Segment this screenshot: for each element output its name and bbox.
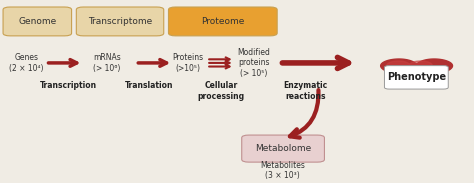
Text: Proteome: Proteome (201, 17, 245, 26)
Text: Proteins
(>10⁵): Proteins (>10⁵) (172, 53, 203, 73)
Polygon shape (381, 59, 453, 84)
Text: Enzymatic
reactions: Enzymatic reactions (283, 81, 328, 101)
Text: Genome: Genome (18, 17, 56, 26)
Text: Cellular
processing: Cellular processing (198, 81, 245, 101)
FancyBboxPatch shape (3, 7, 72, 36)
Text: Translation: Translation (125, 81, 174, 90)
Text: mRNAs
(> 10⁶): mRNAs (> 10⁶) (93, 53, 121, 73)
FancyBboxPatch shape (242, 135, 324, 162)
Text: Transcriptome: Transcriptome (88, 17, 152, 26)
Text: Metabolome: Metabolome (255, 144, 311, 153)
FancyBboxPatch shape (76, 7, 164, 36)
Polygon shape (387, 61, 432, 77)
Text: Phenotype: Phenotype (387, 72, 446, 82)
FancyBboxPatch shape (168, 7, 277, 36)
FancyBboxPatch shape (384, 66, 448, 89)
Text: Genes
(2 × 10⁴): Genes (2 × 10⁴) (9, 53, 44, 73)
Text: Transcription: Transcription (40, 81, 97, 90)
Text: Metabolites
(3 × 10³): Metabolites (3 × 10³) (260, 160, 305, 180)
Text: Modified
proteins
(> 10⁵): Modified proteins (> 10⁵) (237, 48, 270, 78)
